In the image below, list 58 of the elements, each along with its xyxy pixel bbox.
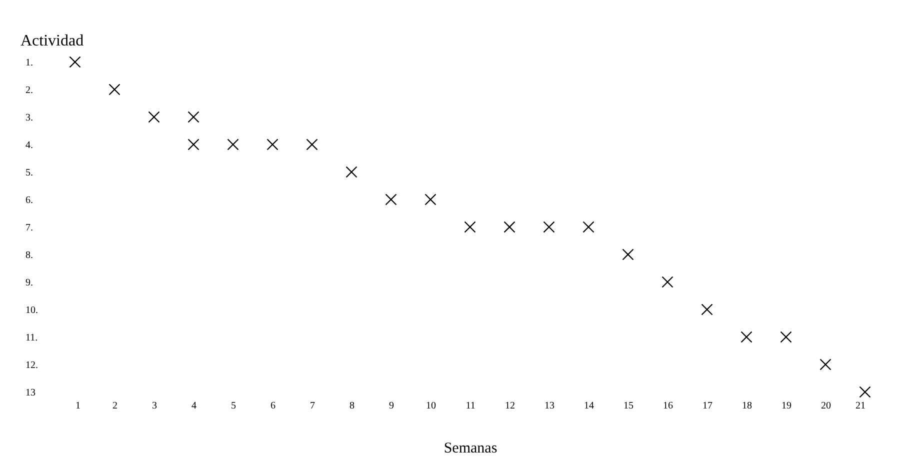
- point: [108, 84, 120, 96]
- x-tick-label: 8: [350, 400, 354, 412]
- y-tick-label: 4.: [26, 140, 33, 151]
- x-tick-label: 1: [76, 400, 80, 412]
- point: [740, 331, 752, 343]
- y-tick-label: 3.: [26, 112, 33, 124]
- x-tick-label: 4: [192, 400, 196, 412]
- point: [820, 358, 832, 370]
- point: [385, 194, 397, 206]
- point: [780, 331, 792, 343]
- y-tick-label: 11.: [26, 332, 38, 344]
- x-tick-label: 10: [426, 400, 436, 412]
- x-tick-label: 19: [782, 400, 792, 412]
- y-axis-title: Actividad: [20, 32, 84, 50]
- point: [859, 386, 871, 398]
- x-tick-label: 20: [821, 400, 831, 412]
- y-tick-label: 9.: [26, 278, 33, 288]
- x-tick-label: 2: [112, 400, 118, 412]
- point: [662, 276, 674, 288]
- x-tick-label: 3: [152, 400, 157, 412]
- y-tick-label: 8.: [26, 250, 33, 261]
- x-tick-label: 7: [310, 400, 315, 412]
- point: [188, 111, 200, 123]
- point: [69, 56, 81, 68]
- point: [464, 221, 476, 233]
- x-tick-label: 15: [624, 400, 634, 412]
- point: [701, 304, 713, 316]
- x-tick-label: 12: [505, 400, 515, 412]
- point: [266, 138, 278, 150]
- x-tick-label: 11: [466, 400, 476, 412]
- point: [188, 138, 200, 150]
- x-tick-label: 18: [742, 400, 752, 412]
- point: [543, 221, 555, 233]
- point: [622, 248, 634, 260]
- x-tick-label: 21: [856, 400, 866, 412]
- x-tick-label: 13: [544, 400, 554, 412]
- y-tick-label: 7.: [26, 222, 33, 234]
- x-tick-label: 16: [663, 400, 673, 412]
- y-tick-label: 6.: [26, 195, 33, 206]
- point: [346, 166, 358, 178]
- y-tick-label: 5.: [26, 168, 33, 178]
- point: [148, 111, 160, 123]
- point: [504, 221, 516, 233]
- x-tick-label: 5: [231, 400, 236, 412]
- y-tick-label: 12.: [26, 360, 38, 371]
- point: [582, 221, 594, 233]
- x-axis-title: Semanas: [444, 440, 498, 456]
- x-tick-label: 9: [389, 400, 394, 412]
- point: [306, 138, 318, 150]
- x-tick-label: 6: [270, 400, 276, 412]
- x-tick-label: 17: [702, 400, 712, 412]
- y-tick-label: 10.: [26, 305, 38, 316]
- point: [424, 194, 436, 206]
- y-tick-label: 1.: [26, 58, 33, 68]
- y-tick-label: 2.: [26, 85, 33, 96]
- x-tick-label: 14: [584, 400, 594, 412]
- point: [227, 138, 239, 150]
- y-tick-label: 13: [26, 388, 36, 398]
